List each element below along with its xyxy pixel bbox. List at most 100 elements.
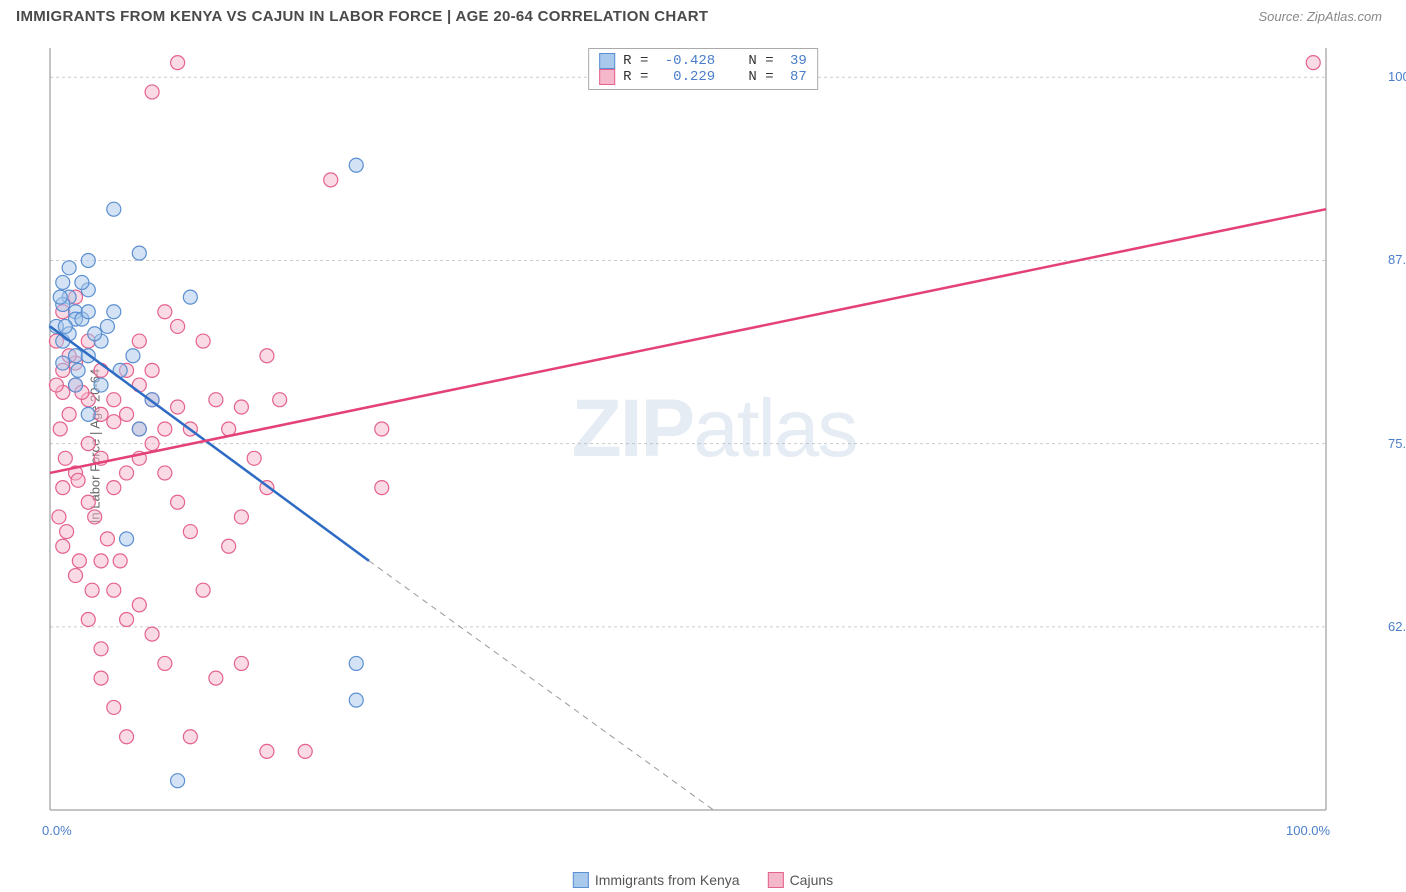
data-point <box>349 693 363 707</box>
data-point <box>81 613 95 627</box>
data-point <box>120 532 134 546</box>
data-point <box>222 539 236 553</box>
data-point <box>234 400 248 414</box>
data-point <box>375 481 389 495</box>
chart-title: IMMIGRANTS FROM KENYA VS CAJUN IN LABOR … <box>16 8 708 25</box>
data-point <box>324 173 338 187</box>
data-point <box>132 598 146 612</box>
y-tick-label: 87.5% <box>1388 252 1406 267</box>
data-point <box>71 473 85 487</box>
data-point <box>113 554 127 568</box>
data-point <box>120 730 134 744</box>
legend-item: Immigrants from Kenya <box>573 872 740 888</box>
data-point <box>209 671 223 685</box>
data-point <box>171 319 185 333</box>
data-point <box>69 349 83 363</box>
data-point <box>88 327 102 341</box>
data-point <box>81 305 95 319</box>
data-point <box>100 319 114 333</box>
data-point <box>69 569 83 583</box>
series-legend: Immigrants from Kenya Cajuns <box>573 872 833 888</box>
legend-swatch <box>599 69 615 85</box>
data-point <box>126 349 140 363</box>
data-point <box>56 275 70 289</box>
legend-swatch <box>599 53 615 69</box>
data-point <box>58 319 72 333</box>
correlation-legend-row: R = -0.428 N = 39 <box>599 53 807 69</box>
x-tick-label: 100.0% <box>1286 823 1330 838</box>
correlation-legend: R = -0.428 N = 39R = 0.229 N = 87 <box>588 48 818 90</box>
data-point <box>69 378 83 392</box>
data-point <box>72 554 86 568</box>
data-point <box>81 253 95 267</box>
data-point <box>375 422 389 436</box>
data-point <box>298 744 312 758</box>
x-tick-label: 0.0% <box>42 823 72 838</box>
data-point <box>94 378 108 392</box>
data-point <box>81 407 95 421</box>
data-point <box>132 422 146 436</box>
data-point <box>171 495 185 509</box>
data-point <box>158 466 172 480</box>
data-point <box>158 422 172 436</box>
data-point <box>209 393 223 407</box>
data-point <box>183 730 197 744</box>
data-point <box>171 56 185 70</box>
data-point <box>107 393 121 407</box>
chart-area: ZIPatlas 62.5%75.0%87.5%100.0% 0.0%100.0… <box>46 44 1382 814</box>
data-point <box>56 539 70 553</box>
data-point <box>88 510 102 524</box>
data-point <box>171 774 185 788</box>
data-point <box>247 451 261 465</box>
legend-item: Cajuns <box>768 872 834 888</box>
data-point <box>107 202 121 216</box>
data-point <box>107 583 121 597</box>
regression-extrapolation <box>369 561 714 810</box>
chart-source: Source: ZipAtlas.com <box>1258 9 1382 24</box>
data-point <box>107 305 121 319</box>
data-point <box>107 415 121 429</box>
legend-label: Immigrants from Kenya <box>595 872 740 888</box>
data-point <box>120 466 134 480</box>
y-tick-label: 100.0% <box>1388 69 1406 84</box>
legend-swatch <box>573 872 589 888</box>
data-point <box>53 422 67 436</box>
data-point <box>196 583 210 597</box>
data-point <box>349 656 363 670</box>
data-point <box>234 510 248 524</box>
data-point <box>183 525 197 539</box>
data-point <box>94 671 108 685</box>
data-point <box>56 481 70 495</box>
data-point <box>52 510 66 524</box>
data-point <box>94 407 108 421</box>
data-point <box>260 744 274 758</box>
data-point <box>132 334 146 348</box>
data-point <box>100 532 114 546</box>
data-point <box>58 451 72 465</box>
data-point <box>107 481 121 495</box>
data-point <box>183 290 197 304</box>
data-point <box>145 363 159 377</box>
data-point <box>107 700 121 714</box>
data-point <box>62 407 76 421</box>
data-point <box>53 290 67 304</box>
data-point <box>234 656 248 670</box>
data-point <box>158 305 172 319</box>
data-point <box>158 656 172 670</box>
data-point <box>85 583 99 597</box>
data-point <box>145 627 159 641</box>
data-point <box>49 378 63 392</box>
data-point <box>145 437 159 451</box>
data-point <box>94 642 108 656</box>
data-point <box>81 495 95 509</box>
data-point <box>349 158 363 172</box>
data-point <box>120 613 134 627</box>
data-point <box>56 356 70 370</box>
chart-header: IMMIGRANTS FROM KENYA VS CAJUN IN LABOR … <box>0 0 1406 33</box>
legend-swatch <box>768 872 784 888</box>
regression-line <box>50 209 1326 473</box>
data-point <box>81 437 95 451</box>
chart-svg <box>46 44 1382 814</box>
data-point <box>71 363 85 377</box>
data-point <box>196 334 210 348</box>
